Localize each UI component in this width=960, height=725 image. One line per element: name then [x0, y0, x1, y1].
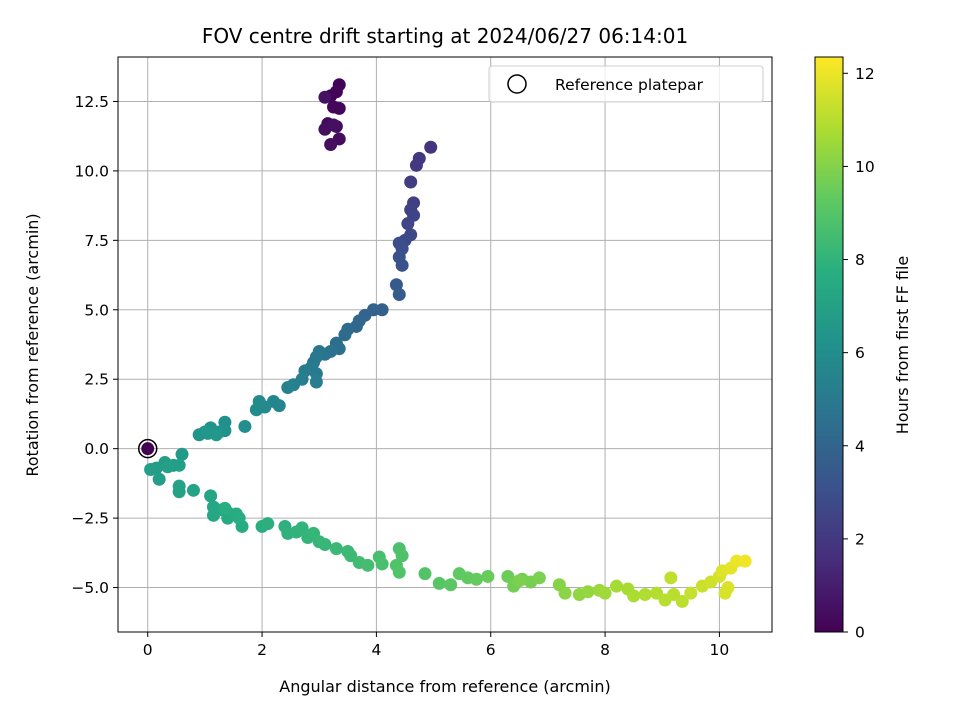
colorbar-tick-label: 4: [855, 437, 865, 455]
data-point: [512, 574, 526, 588]
data-point: [404, 175, 418, 189]
data-point: [141, 442, 155, 456]
data-point: [627, 589, 641, 603]
plot-area: [118, 57, 772, 632]
data-point: [401, 217, 415, 231]
x-tick-label: 4: [371, 641, 381, 659]
data-point: [329, 542, 343, 556]
data-point: [186, 483, 200, 497]
data-point: [172, 485, 186, 499]
data-point: [409, 158, 423, 172]
legend-label: Reference platepar: [555, 76, 704, 94]
legend-box: [488, 65, 764, 103]
data-point: [209, 428, 223, 442]
y-tick-label: 10.0: [74, 162, 109, 180]
data-point: [424, 140, 438, 154]
data-point: [204, 489, 218, 503]
data-point: [638, 588, 652, 601]
data-point: [295, 521, 309, 535]
data-point: [261, 517, 275, 531]
data-point: [218, 501, 232, 515]
legend: Reference platepar: [488, 65, 764, 103]
y-tick-label: 2.5: [84, 371, 109, 389]
x-tick-label: 6: [486, 641, 496, 659]
axes-frame: [117, 56, 773, 633]
y-tick-label: 0.0: [84, 440, 109, 458]
data-point: [324, 138, 338, 151]
reference-point-marker: [137, 438, 158, 459]
data-point: [361, 558, 375, 572]
data-point: [249, 403, 263, 417]
data-point: [318, 538, 332, 551]
data-point: [684, 586, 698, 600]
y-axis-label: Rotation from reference (arcmin): [23, 213, 42, 476]
data-point: [664, 571, 678, 585]
data-point: [392, 288, 406, 301]
data-point: [444, 578, 458, 592]
y-tick-label: 7.5: [84, 232, 109, 250]
data-point: [175, 447, 189, 461]
data-point: [395, 549, 409, 563]
data-point: [332, 101, 346, 115]
data-point: [329, 85, 343, 99]
data-point: [395, 258, 409, 272]
data-points: [137, 78, 752, 608]
x-tick-label: 0: [143, 641, 153, 659]
colorbar: [814, 56, 844, 633]
legend-marker-circle: [507, 74, 527, 94]
colorbar-tick-label: 8: [855, 251, 865, 269]
data-point: [432, 576, 446, 590]
data-point: [610, 579, 624, 593]
data-point: [327, 118, 341, 132]
chart-title: FOV centre drift starting at 2024/06/27 …: [202, 24, 688, 48]
colorbar-tick-label: 2: [855, 530, 865, 548]
data-point: [172, 458, 186, 472]
colorbar-ticks: 0 2 4 6 8 10 12: [843, 65, 875, 642]
axes: 0 2 4 6 8 10 −5.0 −2.5 0.0 2.5 5.0 7.5 10.0 12.5: [71, 56, 773, 659]
x-tick-label: 2: [257, 641, 267, 659]
data-point: [152, 472, 166, 486]
data-point: [418, 567, 432, 581]
x-tick-label: 10: [710, 641, 730, 659]
x-tick-label: 8: [600, 641, 610, 659]
data-point: [469, 572, 483, 586]
data-point: [161, 460, 175, 474]
data-point: [718, 586, 732, 600]
data-point: [232, 511, 246, 525]
y-tick-label: 5.0: [84, 301, 109, 319]
data-point: [392, 565, 406, 579]
data-point: [598, 586, 612, 600]
data-point: [144, 463, 158, 476]
data-point: [558, 586, 572, 600]
data-point: [338, 328, 352, 342]
x-axis-label: Angular distance from reference (arcmin): [279, 677, 610, 696]
data-point: [238, 419, 252, 433]
data-point: [481, 569, 495, 583]
data-point: [281, 381, 295, 395]
colorbar-tick-label: 6: [855, 344, 865, 362]
data-point: [738, 554, 752, 568]
data-point: [501, 569, 515, 583]
colorbar-tick-label: 12: [855, 65, 875, 83]
y-tick-label: 12.5: [74, 93, 109, 111]
data-point: [375, 557, 389, 571]
data-point: [675, 594, 689, 608]
data-point: [581, 585, 595, 599]
y-tick-label: −2.5: [71, 510, 109, 528]
colorbar-label: Hours from first FF file: [893, 256, 912, 435]
y-tick-label: −5.0: [71, 579, 109, 597]
data-point: [318, 90, 332, 104]
colorbar-tick-label: 0: [855, 624, 865, 642]
data-point: [532, 571, 546, 585]
colorbar-tick-label: 10: [855, 158, 875, 176]
data-point: [309, 375, 323, 389]
